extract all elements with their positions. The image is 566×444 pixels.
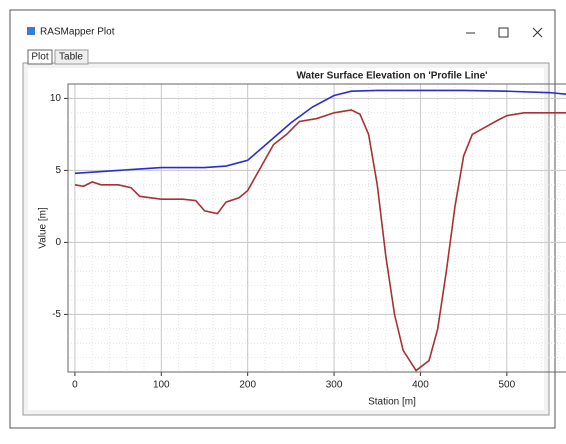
tab[interactable] xyxy=(27,49,53,65)
tab-label[interactable]: Plot xyxy=(31,52,48,63)
x-tick-label: 300 xyxy=(326,380,343,391)
maximize-button[interactable] xyxy=(498,27,509,38)
x-tick-label: 400 xyxy=(412,380,429,391)
app-icon xyxy=(27,27,35,35)
close-button[interactable] xyxy=(532,27,543,38)
chart-title: Water Surface Elevation on 'Profile Line… xyxy=(296,71,487,82)
x-tick-label: 200 xyxy=(239,380,256,391)
x-tick-label: 500 xyxy=(498,380,515,391)
window-title: RASMapper Plot xyxy=(40,27,115,38)
chart-background xyxy=(28,68,544,410)
data-line xyxy=(74,89,566,175)
data-line xyxy=(74,109,566,372)
y-tick-label: 10 xyxy=(50,93,62,104)
plot-frame xyxy=(67,83,566,373)
y-tick-label: 5 xyxy=(55,165,61,176)
y-tick-label: 0 xyxy=(55,237,61,248)
x-tick-label: 100 xyxy=(153,380,170,391)
x-axis-title: Station [m] xyxy=(368,397,416,408)
y-axis-title: Value [m] xyxy=(38,207,49,249)
tab[interactable] xyxy=(54,49,89,65)
tab-label[interactable]: Table xyxy=(59,52,83,63)
y-tick-label: -5 xyxy=(52,309,61,320)
x-tick-label: 0 xyxy=(72,380,78,391)
